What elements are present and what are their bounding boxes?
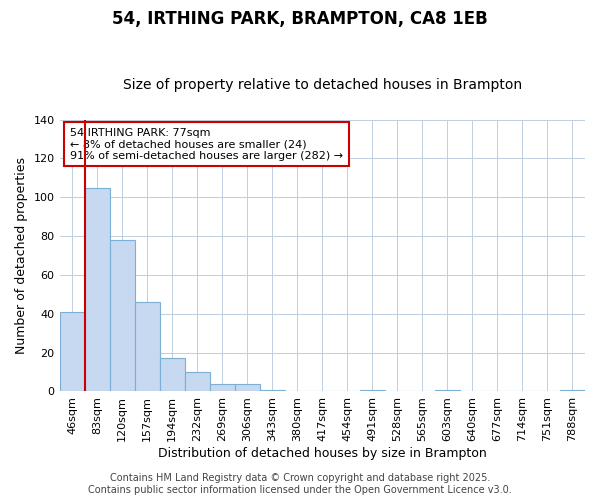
Bar xyxy=(209,384,235,392)
Bar xyxy=(185,372,209,392)
Bar xyxy=(560,390,585,392)
Text: Contains HM Land Registry data © Crown copyright and database right 2025.
Contai: Contains HM Land Registry data © Crown c… xyxy=(88,474,512,495)
Bar xyxy=(160,358,185,392)
Bar xyxy=(59,312,85,392)
Bar xyxy=(360,390,385,392)
Text: 54 IRTHING PARK: 77sqm
← 8% of detached houses are smaller (24)
91% of semi-deta: 54 IRTHING PARK: 77sqm ← 8% of detached … xyxy=(70,128,343,161)
Bar xyxy=(134,302,160,392)
Y-axis label: Number of detached properties: Number of detached properties xyxy=(15,157,28,354)
Bar xyxy=(435,390,460,392)
Bar xyxy=(260,390,285,392)
Title: Size of property relative to detached houses in Brampton: Size of property relative to detached ho… xyxy=(123,78,522,92)
Bar xyxy=(110,240,134,392)
X-axis label: Distribution of detached houses by size in Brampton: Distribution of detached houses by size … xyxy=(158,447,487,460)
Bar xyxy=(235,384,260,392)
Bar xyxy=(85,188,110,392)
Text: 54, IRTHING PARK, BRAMPTON, CA8 1EB: 54, IRTHING PARK, BRAMPTON, CA8 1EB xyxy=(112,10,488,28)
